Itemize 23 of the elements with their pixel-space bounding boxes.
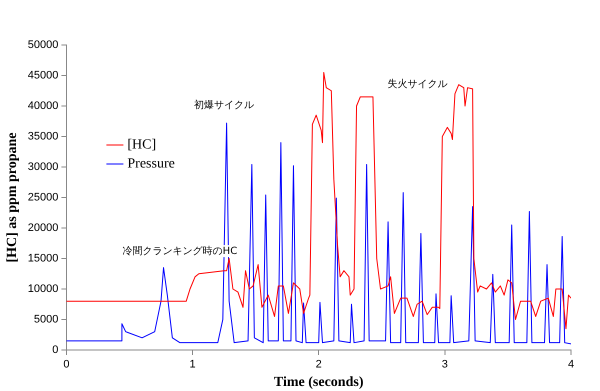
annotation: 冷間クランキング時のHC: [122, 244, 238, 257]
x-tick-label: 2: [316, 358, 322, 371]
legend-label: [HC]: [127, 138, 156, 153]
y-axis-title: [HC] as ppm propane: [5, 132, 20, 263]
x-tick-label: 1: [189, 358, 196, 371]
x-tick-label: 0: [63, 358, 70, 371]
y-tick-label: 5000: [34, 314, 58, 326]
annotation: 失火サイクル: [388, 78, 448, 90]
y-tick-label: 50000: [28, 39, 58, 52]
legend-label: Pressure: [127, 156, 175, 172]
y-tick-label: 40000: [28, 100, 58, 112]
annotation: 初爆サイクル: [194, 98, 254, 111]
y-tick-label: 25000: [28, 192, 58, 204]
x-tick-label: 3: [442, 358, 448, 371]
y-tick-label: 30000: [28, 161, 58, 174]
y-tick-label: 0: [52, 344, 58, 356]
x-tick-label: 4: [568, 358, 574, 371]
y-tick-label: 15000: [28, 252, 58, 265]
y-tick-label: 10000: [28, 283, 58, 296]
y-tick-label: 35000: [28, 130, 58, 143]
x-axis-title: Time (seconds): [274, 375, 364, 390]
y-tick-label: 45000: [28, 70, 58, 82]
y-tick-label: 20000: [28, 222, 58, 234]
